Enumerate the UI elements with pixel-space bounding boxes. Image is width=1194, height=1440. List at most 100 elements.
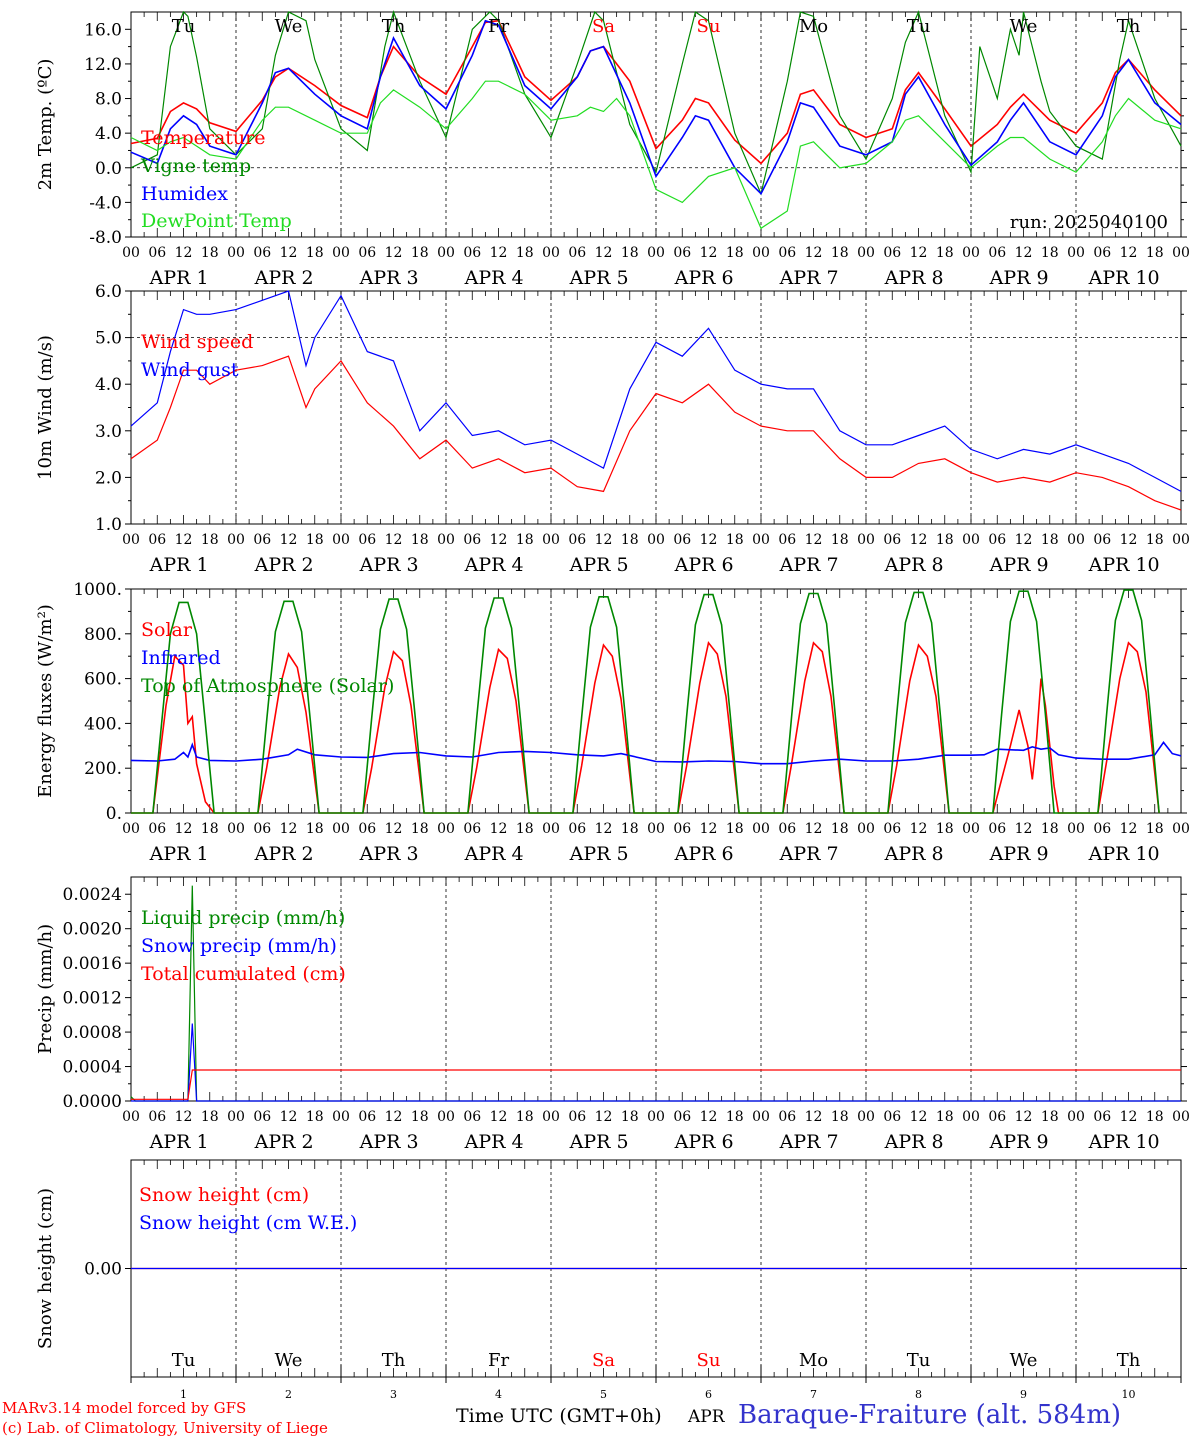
day-abbr: We — [1010, 1350, 1038, 1371]
hour-label: 12 — [175, 245, 193, 261]
hour-label: 12 — [595, 1109, 613, 1125]
hour-label: 00 — [122, 532, 140, 548]
series-line — [131, 1023, 1181, 1102]
hour-label: 12 — [175, 821, 193, 837]
hour-label: 18 — [621, 532, 639, 548]
hour-label: 00 — [647, 1109, 665, 1125]
date-label: APR 3 — [359, 843, 419, 865]
hour-label: 18 — [411, 245, 429, 261]
hour-label: 06 — [883, 245, 901, 261]
hour-label: 06 — [568, 821, 586, 837]
legend-entry: Top of Atmosphere (Solar) — [141, 675, 394, 697]
hour-label: 12 — [1120, 1109, 1138, 1125]
hour-label: 12 — [280, 821, 298, 837]
hour-label: 06 — [568, 245, 586, 261]
date-label: APR 5 — [569, 554, 629, 576]
y-tick-label: 4.0 — [95, 124, 122, 144]
day-abbr: Fr — [488, 16, 509, 37]
hour-label: 06 — [358, 532, 376, 548]
hour-label: 18 — [306, 245, 324, 261]
hour-label: 00 — [962, 821, 980, 837]
hour-label: 12 — [385, 532, 403, 548]
hour-label: 12 — [385, 245, 403, 261]
date-label: APR 2 — [254, 554, 314, 576]
date-label: APR 7 — [779, 554, 839, 576]
hour-label: 00 — [857, 1109, 875, 1125]
hour-label: 00 — [857, 821, 875, 837]
hour-label: 00 — [1172, 245, 1190, 261]
hour-label: 00 — [122, 821, 140, 837]
hour-label: 00 — [122, 245, 140, 261]
hour-label: 00 — [332, 532, 350, 548]
copyright-credit: (c) Lab. of Climatology, University of L… — [2, 1419, 328, 1437]
day-abbr: Th — [1117, 1350, 1141, 1371]
hour-label: 00 — [962, 1109, 980, 1125]
hour-label: 12 — [490, 1109, 508, 1125]
hour-label: 18 — [1146, 821, 1164, 837]
hour-label: 06 — [463, 245, 481, 261]
hour-label: 06 — [463, 821, 481, 837]
hour-label: 00 — [1067, 245, 1085, 261]
y-tick-label: 400. — [84, 714, 122, 734]
hour-label: 00 — [542, 821, 560, 837]
y-tick-label: 0.0000 — [63, 1092, 122, 1112]
hour-label: 12 — [910, 532, 928, 548]
date-label: APR 3 — [359, 267, 419, 289]
y-tick-label: 16.0 — [84, 20, 122, 40]
hour-label: 12 — [175, 532, 193, 548]
hour-label: 12 — [595, 532, 613, 548]
series-line — [131, 640, 1160, 814]
date-label: APR 4 — [464, 1131, 524, 1153]
date-label: APR 1 — [149, 1131, 209, 1153]
y-tick-label: 4.0 — [95, 375, 122, 395]
hour-label: 12 — [910, 821, 928, 837]
series-line — [131, 1069, 1181, 1100]
hour-label: 18 — [831, 532, 849, 548]
hour-label: 00 — [647, 532, 665, 548]
day-abbr: Sa — [592, 16, 615, 37]
date-label: APR 9 — [989, 554, 1049, 576]
series-line — [130, 355, 1182, 511]
hour-label: 12 — [1015, 1109, 1033, 1125]
hour-label: 00 — [1067, 1109, 1085, 1125]
hour-label: 00 — [542, 532, 560, 548]
y-tick-label: 0.0016 — [63, 954, 122, 974]
hour-label: 00 — [542, 1109, 560, 1125]
model-credit: MARv3.14 model forced by GFS — [2, 1399, 247, 1417]
hour-label: 06 — [253, 245, 271, 261]
legend-entry: DewPoint Temp — [141, 210, 292, 232]
hour-label: 18 — [201, 245, 219, 261]
date-label: APR 4 — [464, 554, 524, 576]
hour-label: 12 — [910, 245, 928, 261]
hour-label: 18 — [936, 245, 954, 261]
hour-label: 18 — [936, 532, 954, 548]
day-number: 1 — [180, 1388, 187, 1401]
hour-label: 12 — [805, 245, 823, 261]
month-label: APR — [688, 1407, 725, 1427]
hour-label: 18 — [411, 821, 429, 837]
legend-entry: Solar — [141, 619, 193, 641]
day-abbr: Th — [382, 16, 406, 37]
y-axis-label: Energy fluxes (W/m²) — [35, 604, 56, 798]
hour-label: 00 — [437, 532, 455, 548]
date-label: APR 7 — [779, 1131, 839, 1153]
y-tick-label: 0.0004 — [63, 1058, 122, 1078]
hour-label: 12 — [805, 1109, 823, 1125]
date-label: APR 1 — [149, 843, 209, 865]
legend-entry: Snow precip (mm/h) — [141, 935, 337, 957]
hour-label: 12 — [1015, 532, 1033, 548]
series-line — [130, 19, 1182, 196]
y-tick-label: 0.0012 — [63, 989, 122, 1009]
hour-label: 00 — [437, 1109, 455, 1125]
day-abbr: Sa — [592, 1350, 615, 1371]
hour-label: 06 — [568, 532, 586, 548]
hour-label: 18 — [726, 1109, 744, 1125]
y-tick-label: 0.0008 — [63, 1023, 122, 1043]
hour-label: 00 — [962, 245, 980, 261]
hour-label: 06 — [988, 821, 1006, 837]
hour-label: 12 — [385, 821, 403, 837]
hour-label: 00 — [752, 1109, 770, 1125]
legend-entry: Total cumulated (cm) — [141, 963, 346, 985]
day-abbr: Th — [1117, 16, 1141, 37]
run-annotation: run: 2025040100 — [1010, 212, 1168, 233]
